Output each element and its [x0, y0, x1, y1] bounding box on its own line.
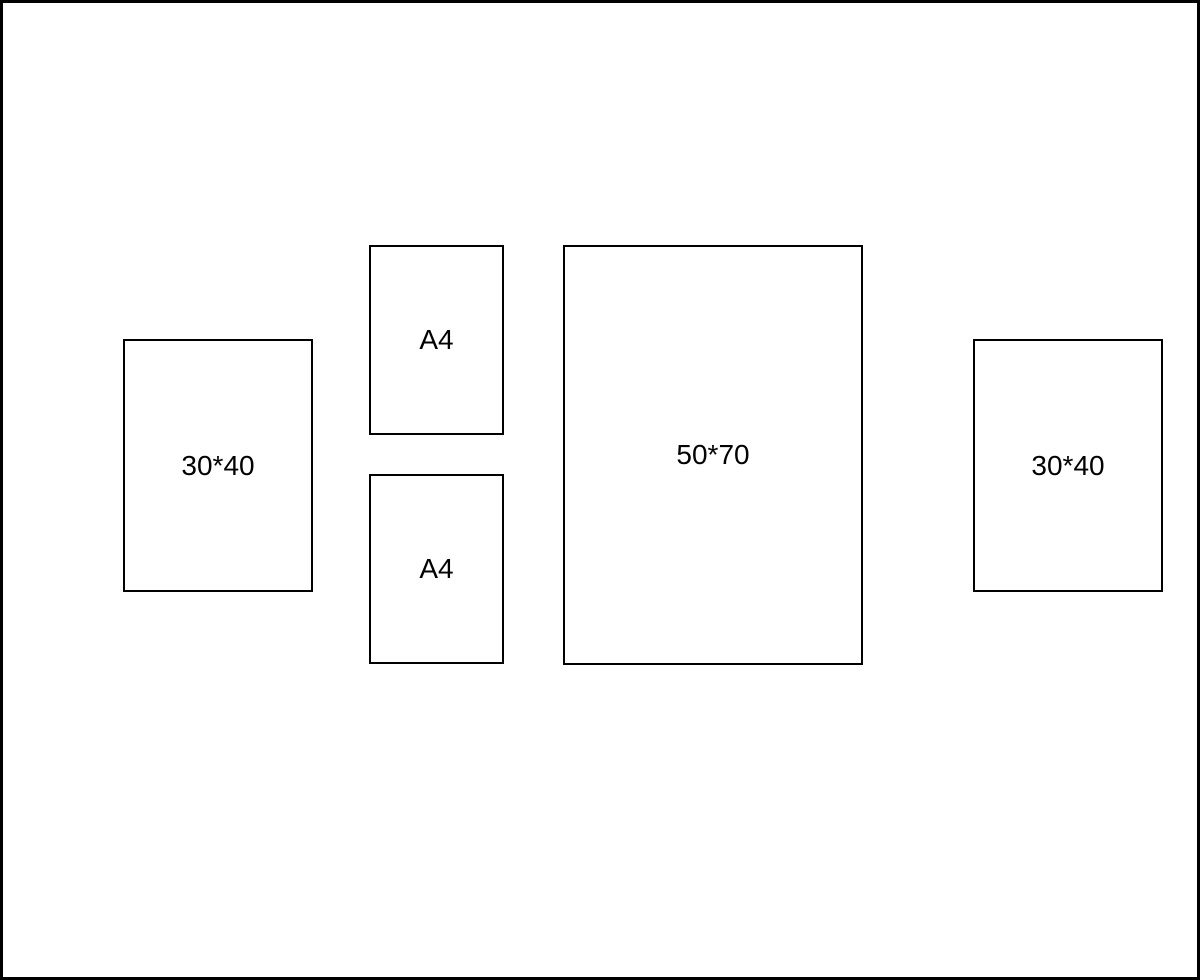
frame-label: 30*40 [1031, 450, 1104, 482]
frame-label: A4 [419, 324, 453, 356]
frame-a4-top: A4 [369, 245, 504, 435]
frame-30x40-right: 30*40 [973, 339, 1163, 592]
frame-label: A4 [419, 553, 453, 585]
frame-a4-bottom: A4 [369, 474, 504, 664]
frame-50x70: 50*70 [563, 245, 863, 665]
frame-label: 30*40 [181, 450, 254, 482]
frame-label: 50*70 [676, 439, 749, 471]
frame-30x40-left: 30*40 [123, 339, 313, 592]
layout-canvas: 30*40 A4 A4 50*70 30*40 [0, 0, 1200, 980]
